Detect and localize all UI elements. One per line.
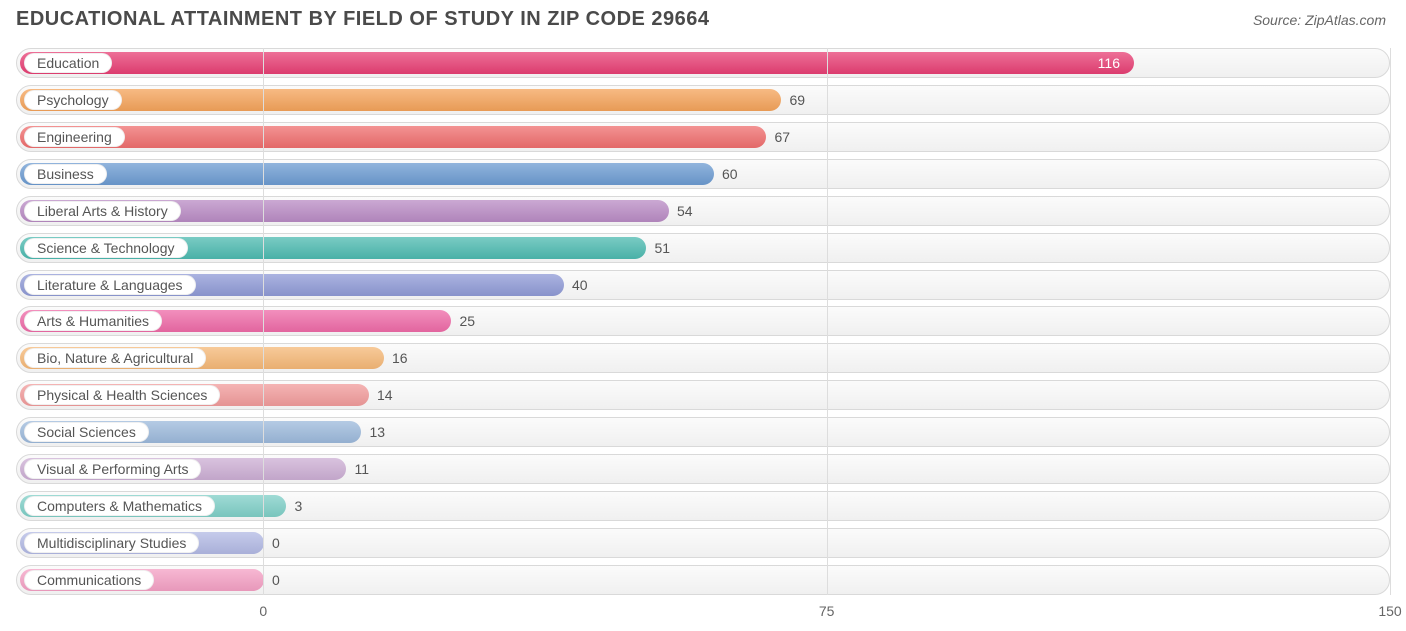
bar-label: Computers & Mathematics xyxy=(24,496,215,516)
bar-fill xyxy=(20,52,1134,74)
bar-row: Liberal Arts & History 54 xyxy=(16,196,1390,226)
bar-row: Computers & Mathematics 3 xyxy=(16,491,1390,521)
bar-label: Multidisciplinary Studies xyxy=(24,533,199,553)
bar-label: Science & Technology xyxy=(24,238,188,258)
bar-row: Science & Technology 51 xyxy=(16,233,1390,263)
bar-row: Visual & Performing Arts 11 xyxy=(16,454,1390,484)
bar-label: Social Sciences xyxy=(24,422,149,442)
bar-fill xyxy=(20,126,766,148)
bar-row: Engineering 67 xyxy=(16,122,1390,152)
bar-value: 13 xyxy=(369,424,385,440)
x-tick-label: 0 xyxy=(259,603,267,619)
bar-label: Physical & Health Sciences xyxy=(24,385,220,405)
plot-area: Education 116 Psychology 69 Engineering 67 Bus… xyxy=(16,48,1390,595)
bar-value: 11 xyxy=(354,461,369,477)
bar-label: Communications xyxy=(24,570,154,590)
chart-title: EDUCATIONAL ATTAINMENT BY FIELD OF STUDY… xyxy=(16,8,710,31)
bar-value: 54 xyxy=(677,203,693,219)
bar-value: 25 xyxy=(459,313,475,329)
grid-line xyxy=(263,48,264,595)
bar-label: Literature & Languages xyxy=(24,275,196,295)
bar-value: 14 xyxy=(377,387,393,403)
chart-container: EDUCATIONAL ATTAINMENT BY FIELD OF STUDY… xyxy=(0,0,1406,631)
grid-line xyxy=(827,48,828,595)
bar-label: Bio, Nature & Agricultural xyxy=(24,348,206,368)
bar-row: Arts & Humanities 25 xyxy=(16,306,1390,336)
bar-label: Arts & Humanities xyxy=(24,311,162,331)
bar-row: Physical & Health Sciences 14 xyxy=(16,380,1390,410)
bar-value: 69 xyxy=(789,92,805,108)
chart-source: Source: ZipAtlas.com xyxy=(1253,12,1386,28)
bar-row: Multidisciplinary Studies 0 xyxy=(16,528,1390,558)
bar-label: Visual & Performing Arts xyxy=(24,459,201,479)
bar-label: Engineering xyxy=(24,127,125,147)
x-axis: 075150 xyxy=(16,603,1390,623)
bar-label: Liberal Arts & History xyxy=(24,201,181,221)
bar-fill xyxy=(20,89,781,111)
bar-row: Social Sciences 13 xyxy=(16,417,1390,447)
bar-value: 67 xyxy=(774,129,790,145)
x-tick-label: 75 xyxy=(819,603,835,619)
bar-value: 60 xyxy=(722,166,738,182)
bar-label: Education xyxy=(24,53,112,73)
bar-label: Psychology xyxy=(24,90,122,110)
bar-fill xyxy=(20,163,714,185)
bar-value: 116 xyxy=(1098,55,1120,71)
bar-value: 40 xyxy=(572,277,588,293)
bar-row: Business 60 xyxy=(16,159,1390,189)
bar-row: Communications 0 xyxy=(16,565,1390,595)
bar-value: 16 xyxy=(392,350,408,366)
grid-line xyxy=(1390,48,1391,595)
bar-value: 3 xyxy=(294,498,302,514)
bars-group: Education 116 Psychology 69 Engineering 67 Bus… xyxy=(16,48,1390,595)
bar-row: Psychology 69 xyxy=(16,85,1390,115)
bar-value: 0 xyxy=(272,535,280,551)
bar-row: Literature & Languages 40 xyxy=(16,270,1390,300)
bar-value: 0 xyxy=(272,572,280,588)
x-tick-label: 150 xyxy=(1378,603,1401,619)
bar-row: Bio, Nature & Agricultural 16 xyxy=(16,343,1390,373)
bar-row: Education 116 xyxy=(16,48,1390,78)
bar-label: Business xyxy=(24,164,107,184)
bar-value: 51 xyxy=(654,240,670,256)
